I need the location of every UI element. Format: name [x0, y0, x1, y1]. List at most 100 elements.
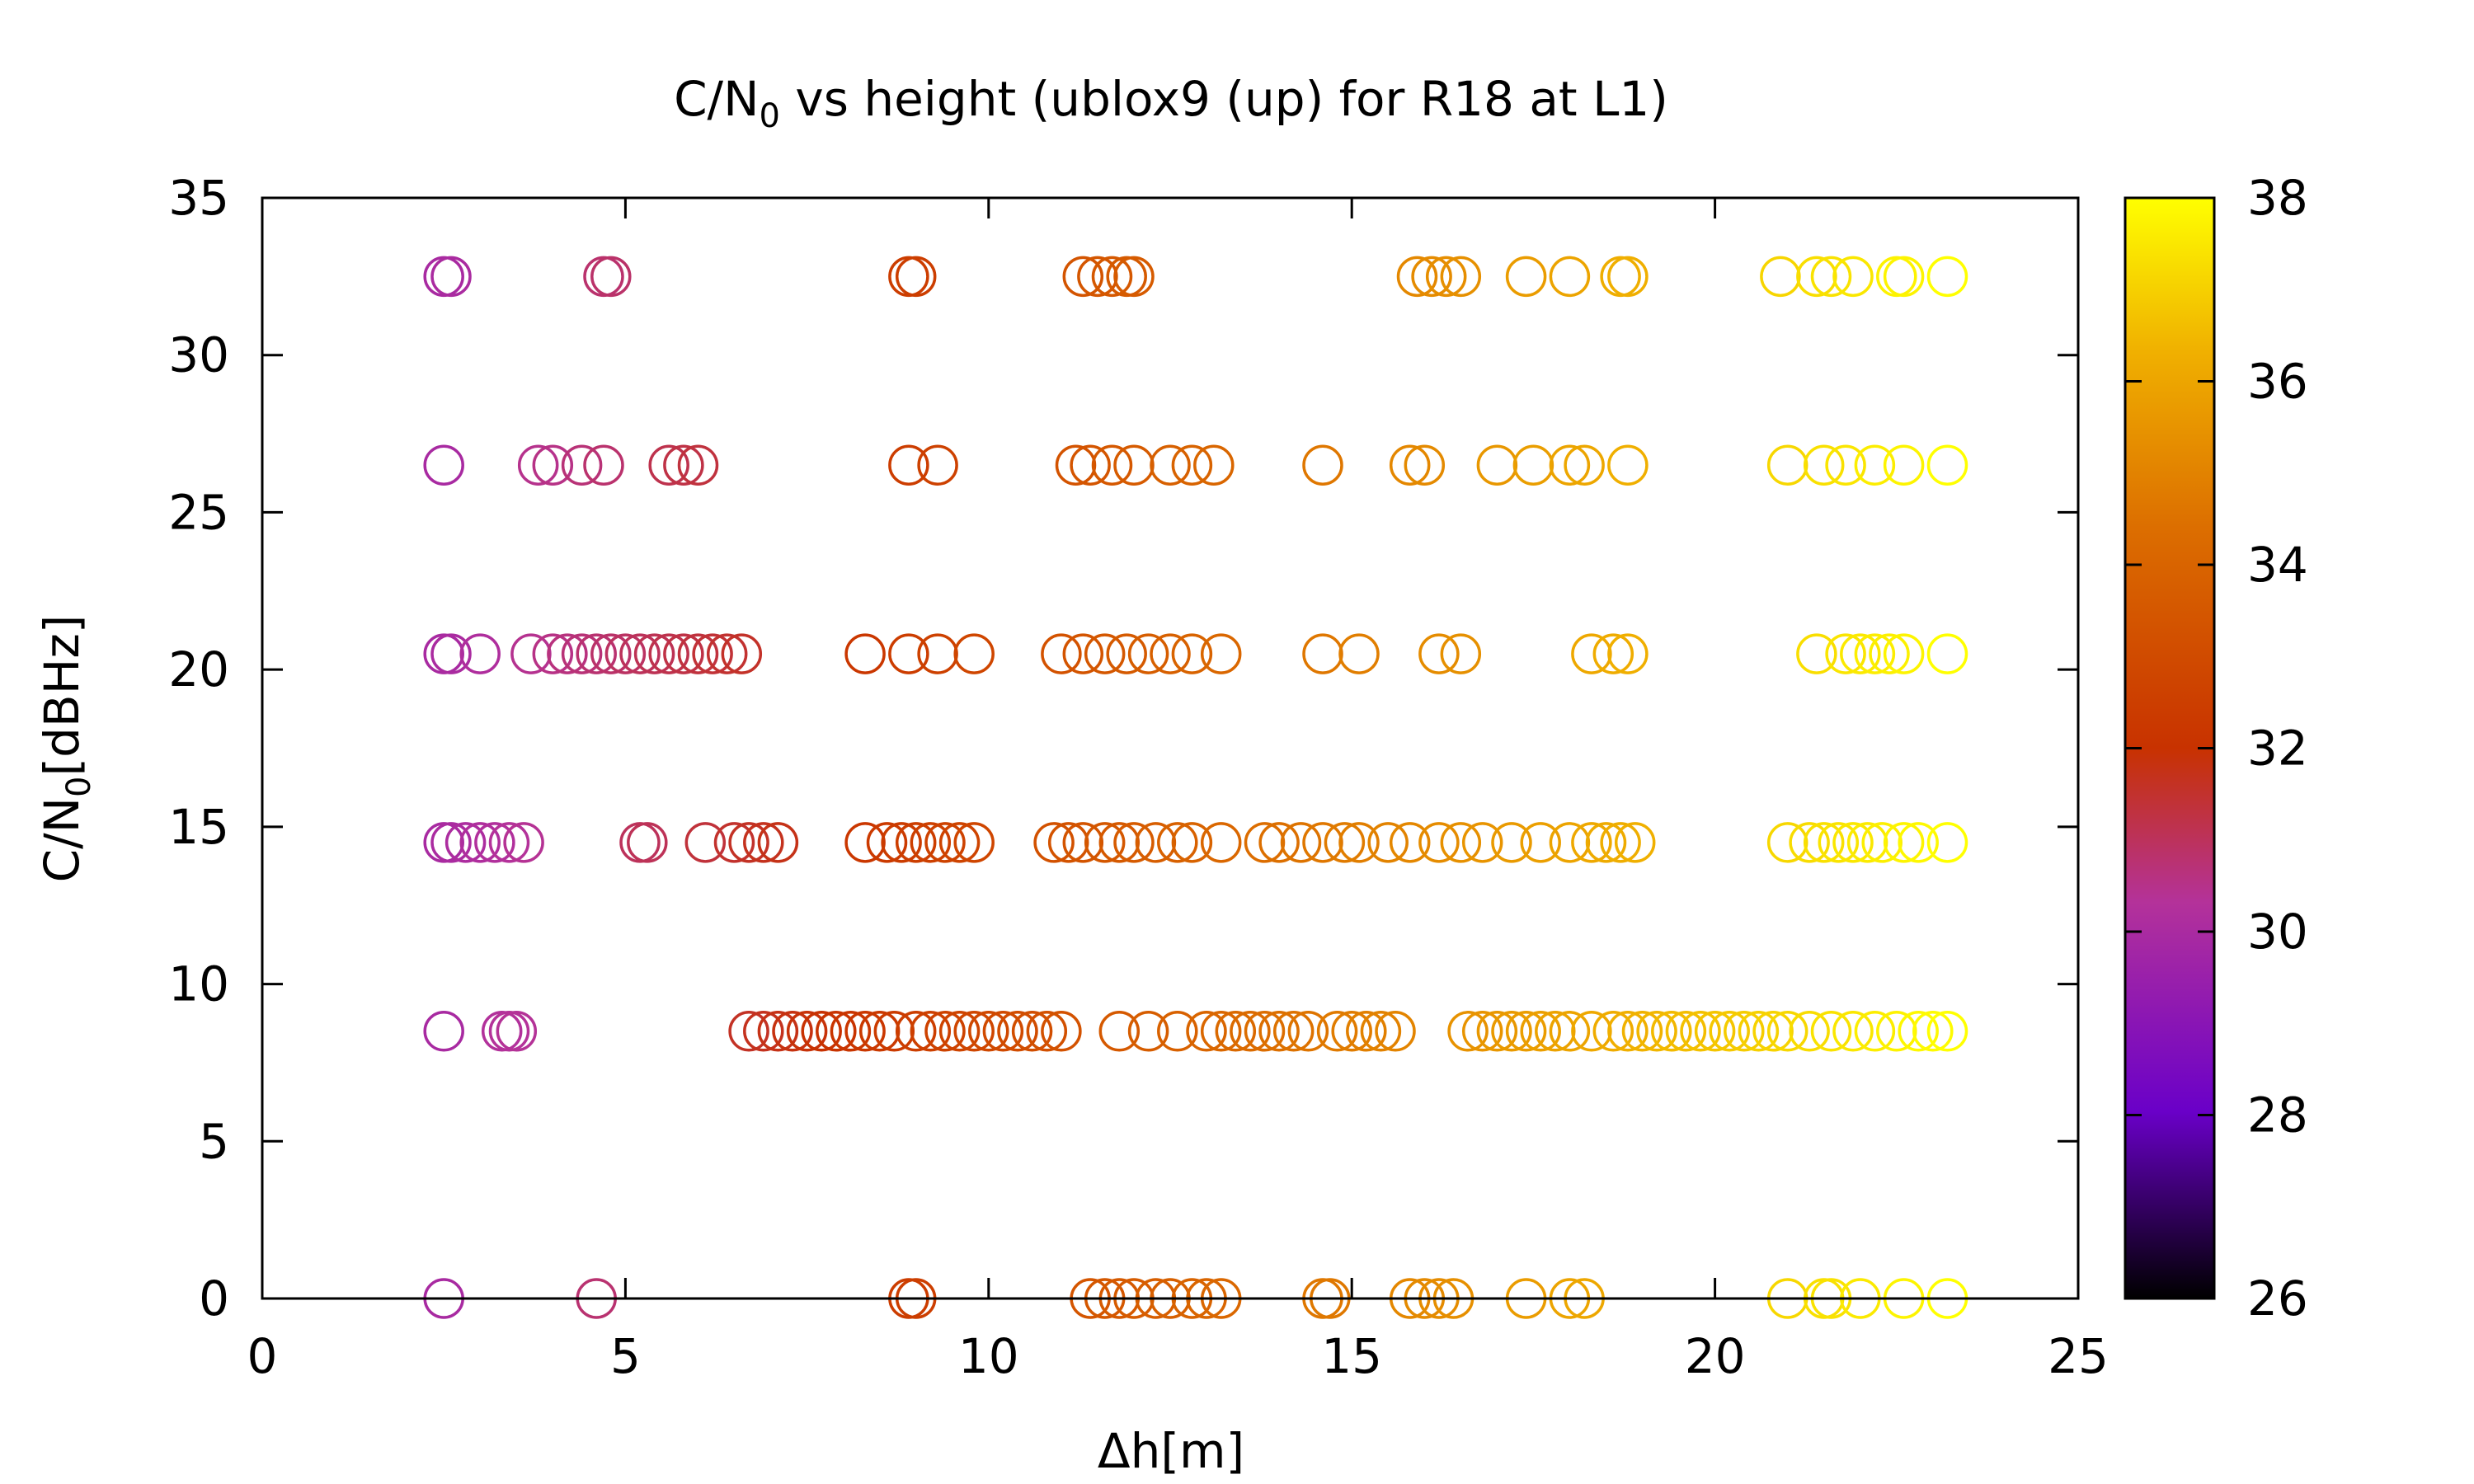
- data-point: [1055, 444, 1097, 486]
- data-point: [1549, 1011, 1591, 1052]
- colorbar-tick-label: 34: [2247, 537, 2308, 593]
- data-point: [938, 822, 981, 863]
- data-point: [1280, 822, 1322, 863]
- data-point: [1665, 1011, 1707, 1052]
- data-point: [1200, 822, 1242, 863]
- data-point: [1912, 1011, 1954, 1052]
- data-point: [830, 1011, 872, 1052]
- data-point: [1127, 1011, 1169, 1052]
- data-point: [1098, 1011, 1141, 1052]
- data-point: [1418, 822, 1460, 863]
- data-point: [1738, 1011, 1780, 1052]
- data-point: [648, 633, 689, 674]
- data-point: [968, 1011, 1009, 1052]
- colorbar-tick-label: 32: [2247, 721, 2308, 777]
- data-point: [1418, 633, 1460, 674]
- x-tick-label: 0: [247, 1328, 278, 1384]
- data-point: [1876, 256, 1917, 298]
- data-point: [1614, 822, 1656, 863]
- data-point: [663, 633, 704, 674]
- data-point: [583, 256, 624, 298]
- data-point: [1440, 256, 1482, 298]
- data-point: [1157, 822, 1198, 863]
- data-point: [1062, 822, 1104, 863]
- data-point: [1520, 822, 1561, 863]
- data-point: [430, 256, 472, 298]
- data-point: [1883, 822, 1925, 863]
- data-point: [444, 822, 487, 863]
- data-point: [1549, 256, 1591, 298]
- y-tick-label: 10: [168, 956, 229, 1012]
- data-point: [1411, 256, 1452, 298]
- data-point: [1607, 633, 1649, 674]
- data-point: [1047, 822, 1089, 863]
- data-point: [1883, 444, 1925, 486]
- y-axis-label: C/N0[dBHz]: [34, 615, 98, 883]
- data-point: [488, 1011, 530, 1052]
- data-point: [1766, 1011, 1808, 1052]
- data-point: [1375, 1011, 1416, 1052]
- data-point: [1898, 1011, 1939, 1052]
- data-point: [743, 822, 784, 863]
- data-point: [924, 822, 966, 863]
- data-point: [423, 633, 464, 674]
- data-point: [772, 1011, 813, 1052]
- data-point: [1724, 1011, 1765, 1052]
- data-point: [1549, 444, 1591, 486]
- data-point: [1883, 256, 1925, 298]
- data-point: [1150, 633, 1191, 674]
- data-point: [1876, 1011, 1917, 1052]
- data-point: [1215, 1011, 1257, 1052]
- data-point: [1171, 444, 1213, 486]
- x-tick-label: 20: [1685, 1328, 1746, 1384]
- data-point: [997, 1011, 1038, 1052]
- data-point: [1200, 633, 1242, 674]
- data-point: [430, 822, 472, 863]
- data-point: [1549, 822, 1591, 863]
- data-point: [728, 822, 769, 863]
- data-point: [1440, 822, 1482, 863]
- x-axis-ticks: 0 5 10 15 20 25: [247, 198, 2109, 1384]
- data-point: [844, 633, 886, 674]
- data-point: [1694, 1011, 1736, 1052]
- data-point: [1404, 444, 1446, 486]
- y-tick-label: 15: [168, 799, 229, 855]
- data-point: [1571, 1011, 1612, 1052]
- data-point: [488, 822, 530, 863]
- data-point: [910, 822, 952, 863]
- data-point: [1077, 256, 1118, 298]
- data-point: [1832, 822, 1874, 863]
- data-point: [459, 633, 501, 674]
- data-point: [1766, 822, 1808, 863]
- data-point: [757, 822, 799, 863]
- data-point: [706, 633, 748, 674]
- data-point: [888, 444, 929, 486]
- data-point: [1200, 1011, 1242, 1052]
- data-point: [1338, 822, 1380, 863]
- data-point: [1883, 633, 1925, 674]
- data-point: [496, 1011, 538, 1052]
- data-point: [1316, 1011, 1358, 1052]
- data-point: [1011, 1011, 1053, 1052]
- data-point: [1926, 822, 1968, 863]
- data-point: [816, 1011, 857, 1052]
- data-point: [953, 822, 995, 863]
- data-point: [844, 822, 886, 863]
- data-point: [1621, 1011, 1663, 1052]
- data-point: [1651, 1011, 1692, 1052]
- data-point: [517, 444, 559, 486]
- data-point: [1926, 1011, 1968, 1052]
- data-point: [510, 633, 552, 674]
- data-point: [786, 1011, 828, 1052]
- data-point: [663, 444, 704, 486]
- data-point: [1600, 256, 1641, 298]
- data-point: [633, 633, 675, 674]
- data-point: [1476, 444, 1518, 486]
- data-point: [1926, 633, 1968, 674]
- data-point: [1157, 1011, 1198, 1052]
- y-axis-ticks: 0 5 10 15 20 25 30 35: [168, 170, 2078, 1327]
- y-tick-label: 20: [168, 641, 229, 697]
- data-point: [1084, 633, 1126, 674]
- data-point: [1230, 1011, 1271, 1052]
